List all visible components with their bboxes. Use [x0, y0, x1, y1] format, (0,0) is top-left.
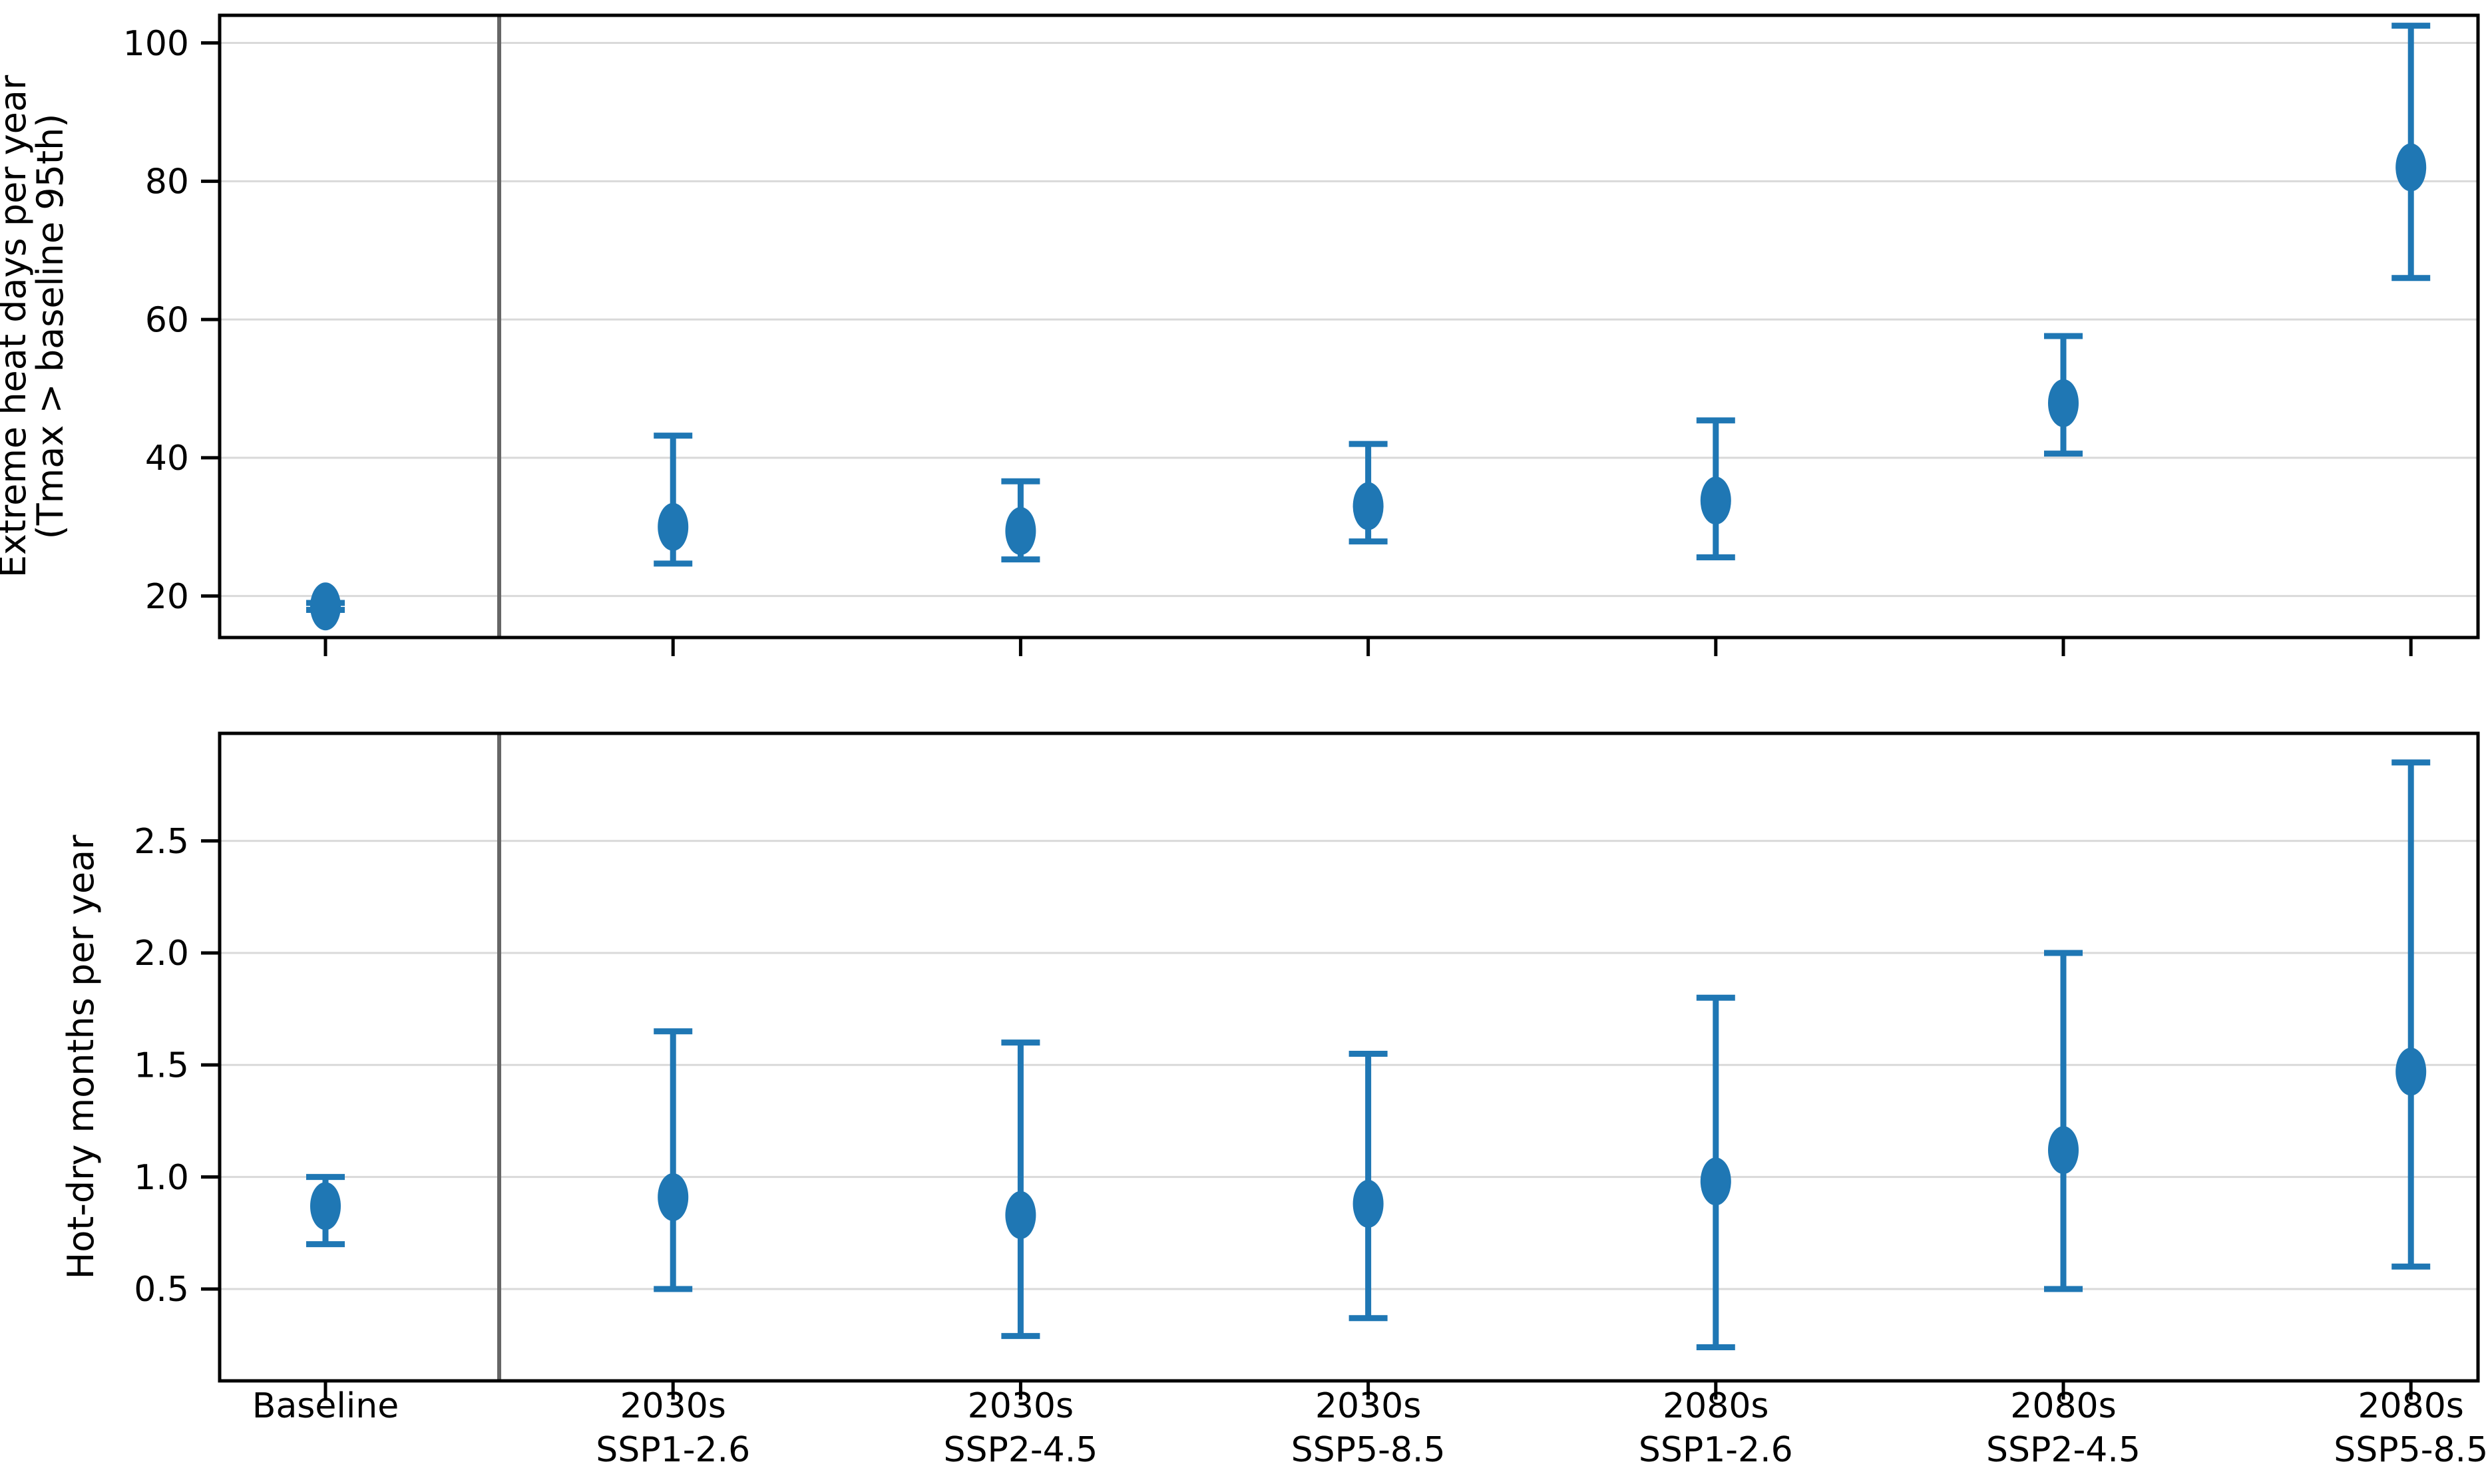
x-category-label-7-line2: SSP5-8.5	[2334, 1430, 2486, 1470]
x-category-label-6-line1: 2080s	[2010, 1386, 2116, 1426]
marker-bottom-2080s-SSP5-8.5	[2395, 1047, 2427, 1096]
marker-top-2030s-SSP1-2.6	[658, 502, 689, 551]
x-category-label-1-line1: Baseline	[252, 1386, 399, 1426]
y-tick-label-top-60: 60	[145, 300, 189, 340]
axes-spines-bottom	[218, 731, 2480, 1383]
x-category-label-5-line2: SSP1-2.6	[1639, 1430, 1793, 1470]
y-tick-label-bottom-1.0: 1.0	[134, 1158, 189, 1198]
y-axis-label-top-line1: Extreme heat days per year	[0, 75, 34, 578]
x-category-label-7-line1: 2080s	[2358, 1386, 2463, 1426]
marker-bottom-2030s-SSP2-4.5	[1005, 1191, 1036, 1239]
x-category-label-6-line2: SSP2-4.5	[1986, 1430, 2141, 1470]
marker-top-Baseline	[310, 582, 341, 631]
y-tick-label-bottom-0.5: 0.5	[134, 1270, 189, 1310]
y-tick-label-bottom-2.0: 2.0	[134, 934, 189, 974]
marker-bottom-2030s-SSP5-8.5	[1352, 1180, 1384, 1228]
marker-bottom-2080s-SSP2-4.5	[2048, 1126, 2079, 1175]
marker-bottom-2030s-SSP1-2.6	[658, 1173, 689, 1221]
x-category-label-3-line2: SSP2-4.5	[943, 1430, 1098, 1470]
marker-top-2030s-SSP2-4.5	[1005, 507, 1036, 556]
x-category-label-2-line1: 2030s	[620, 1386, 725, 1426]
marker-bottom-Baseline	[310, 1182, 341, 1230]
y-tick-label-top-80: 80	[145, 162, 189, 202]
y-tick-label-bottom-2.5: 2.5	[134, 822, 189, 862]
marker-top-2080s-SSP2-4.5	[2048, 379, 2079, 427]
axes-spines-top	[218, 13, 2480, 640]
y-axis-label-bottom-line1: Hot-dry months per year	[60, 835, 102, 1280]
y-tick-label-top-40: 40	[145, 439, 189, 478]
x-category-label-2-line2: SSP1-2.6	[596, 1430, 750, 1470]
x-category-label-3-line1: 2030s	[968, 1386, 1074, 1426]
x-category-label-4-line1: 2030s	[1315, 1386, 1421, 1426]
marker-top-2080s-SSP1-2.6	[1700, 476, 1731, 525]
y-tick-label-top-100: 100	[123, 24, 189, 64]
marker-bottom-2080s-SSP1-2.6	[1700, 1157, 1731, 1206]
y-axis-label-top-line2: (Tmax > baseline 95th)	[29, 114, 71, 540]
y-tick-label-bottom-1.5: 1.5	[134, 1045, 189, 1085]
marker-top-2080s-SSP5-8.5	[2395, 143, 2427, 192]
y-tick-label-top-20: 20	[145, 577, 189, 617]
x-category-label-5-line1: 2080s	[1663, 1386, 1768, 1426]
marker-top-2030s-SSP5-8.5	[1352, 482, 1384, 530]
x-category-label-4-line2: SSP5-8.5	[1291, 1430, 1446, 1470]
